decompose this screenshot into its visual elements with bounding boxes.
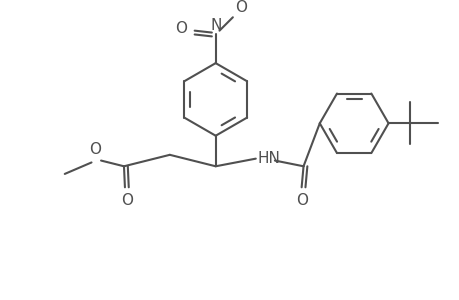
Text: O: O: [121, 193, 133, 208]
Text: HN: HN: [257, 151, 280, 166]
Text: O: O: [296, 193, 308, 208]
Text: O: O: [234, 0, 246, 15]
Text: O: O: [174, 21, 187, 36]
Text: O: O: [89, 142, 101, 157]
Text: N: N: [211, 18, 222, 33]
